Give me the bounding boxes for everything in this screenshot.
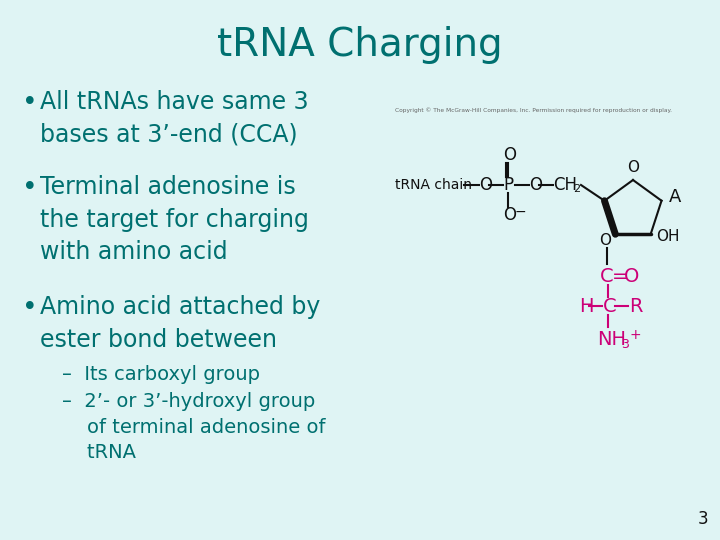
Text: tRNA chain: tRNA chain <box>395 178 472 192</box>
Text: –  2’- or 3’-hydroxyl group
    of terminal adenosine of
    tRNA: – 2’- or 3’-hydroxyl group of terminal a… <box>62 392 325 462</box>
Text: O: O <box>479 176 492 194</box>
Text: –  Its carboxyl group: – Its carboxyl group <box>62 365 260 384</box>
Text: CH: CH <box>553 176 577 194</box>
Text: O: O <box>627 160 639 176</box>
Text: 3: 3 <box>698 510 708 528</box>
Text: O: O <box>599 233 611 248</box>
Text: 3: 3 <box>621 338 629 351</box>
Text: 2: 2 <box>573 184 580 194</box>
Text: R: R <box>629 297 643 316</box>
Text: •: • <box>22 295 37 321</box>
Text: tRNA Charging: tRNA Charging <box>217 26 503 64</box>
Text: Terminal adenosine is
the target for charging
with amino acid: Terminal adenosine is the target for cha… <box>40 175 309 264</box>
Text: O: O <box>624 267 640 286</box>
Text: O: O <box>503 146 516 164</box>
Text: •: • <box>22 175 37 201</box>
Text: =: = <box>613 267 629 286</box>
Text: All tRNAs have same 3
bases at 3’-end (CCA): All tRNAs have same 3 bases at 3’-end (C… <box>40 90 309 146</box>
Text: Copyright © The McGraw-Hill Companies, Inc. Permission required for reproduction: Copyright © The McGraw-Hill Companies, I… <box>395 107 672 113</box>
Text: C: C <box>603 297 617 316</box>
Text: Amino acid attached by
ester bond between: Amino acid attached by ester bond betwee… <box>40 295 320 352</box>
Text: OH: OH <box>656 229 679 244</box>
Text: +: + <box>629 328 641 342</box>
Text: •: • <box>22 90 37 116</box>
Text: NH: NH <box>598 330 626 349</box>
Text: H: H <box>580 297 594 316</box>
Text: A: A <box>669 188 681 206</box>
Text: O: O <box>503 206 516 224</box>
Text: −: − <box>515 205 526 219</box>
Text: O: O <box>529 176 542 194</box>
Text: P: P <box>503 176 513 194</box>
Text: C: C <box>600 267 614 286</box>
